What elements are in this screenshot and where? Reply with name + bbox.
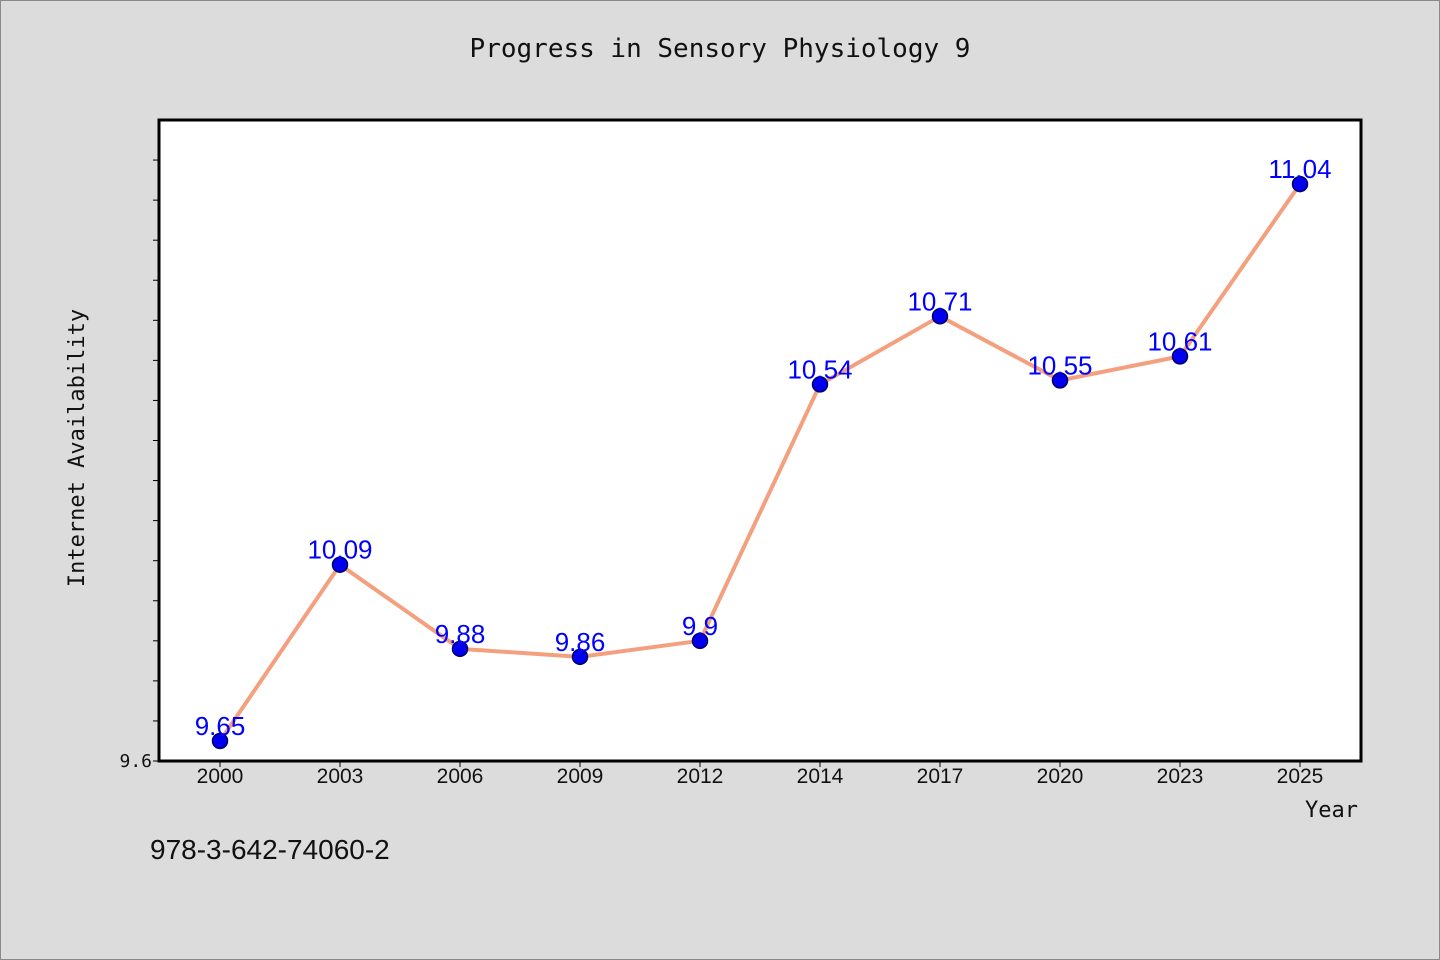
data-point	[1171, 348, 1189, 365]
series-line	[218, 182, 1302, 743]
x-tick-label: 2006	[437, 765, 484, 788]
x-tick-label: 2023	[1157, 765, 1204, 788]
x-tick-label: 2017	[917, 765, 964, 788]
isbn-text: 978-3-642-74060-2	[150, 834, 390, 865]
x-axis-ticks: 2000 2003 2006 2009 2012 2014 2017 2020 2023 2025	[197, 761, 1324, 788]
data-label: 9.65	[195, 711, 246, 741]
x-tick-label: 2009	[557, 765, 604, 788]
plot-area	[157, 118, 1363, 763]
data-label-group: 9.65 10.09 9.88 9.86 9.9 10.54 10.71 10.55 10.61…	[195, 154, 1332, 741]
data-label: 9.9	[682, 611, 718, 641]
data-point	[1291, 175, 1309, 193]
data-label: 10.09	[307, 535, 372, 565]
data-point	[811, 376, 829, 393]
x-tick-label: 2000	[197, 765, 244, 788]
data-point	[331, 556, 349, 573]
data-label: 11.04	[1268, 154, 1331, 184]
y-tick-label: 9.6	[119, 751, 152, 772]
series-line-group	[218, 182, 1302, 743]
x-axis-label: Year	[1305, 798, 1358, 823]
data-point	[691, 632, 709, 650]
data-label: 10.54	[787, 354, 852, 384]
data-label: 9.88	[435, 619, 486, 649]
data-point	[1051, 372, 1069, 389]
data-label: 10.55	[1027, 350, 1092, 380]
x-tick-label: 2020	[1037, 765, 1084, 788]
chart-title: Progress in Sensory Physiology 9	[469, 34, 971, 64]
x-tick-label: 2003	[317, 765, 364, 788]
y-axis-label: Internet Availability	[65, 309, 90, 587]
y-axis-ticks: 9.6	[119, 159, 159, 772]
data-label: 10.61	[1147, 326, 1212, 356]
data-point	[571, 648, 589, 666]
x-tick-label: 2012	[677, 765, 724, 788]
data-point	[451, 640, 469, 658]
data-point	[931, 308, 949, 325]
data-label: 10.71	[907, 286, 972, 316]
x-tick-label: 2025	[1277, 765, 1324, 788]
marker-group	[211, 175, 1309, 750]
data-point	[211, 732, 229, 750]
data-label: 9.86	[555, 627, 606, 657]
x-tick-label: 2014	[797, 765, 844, 788]
